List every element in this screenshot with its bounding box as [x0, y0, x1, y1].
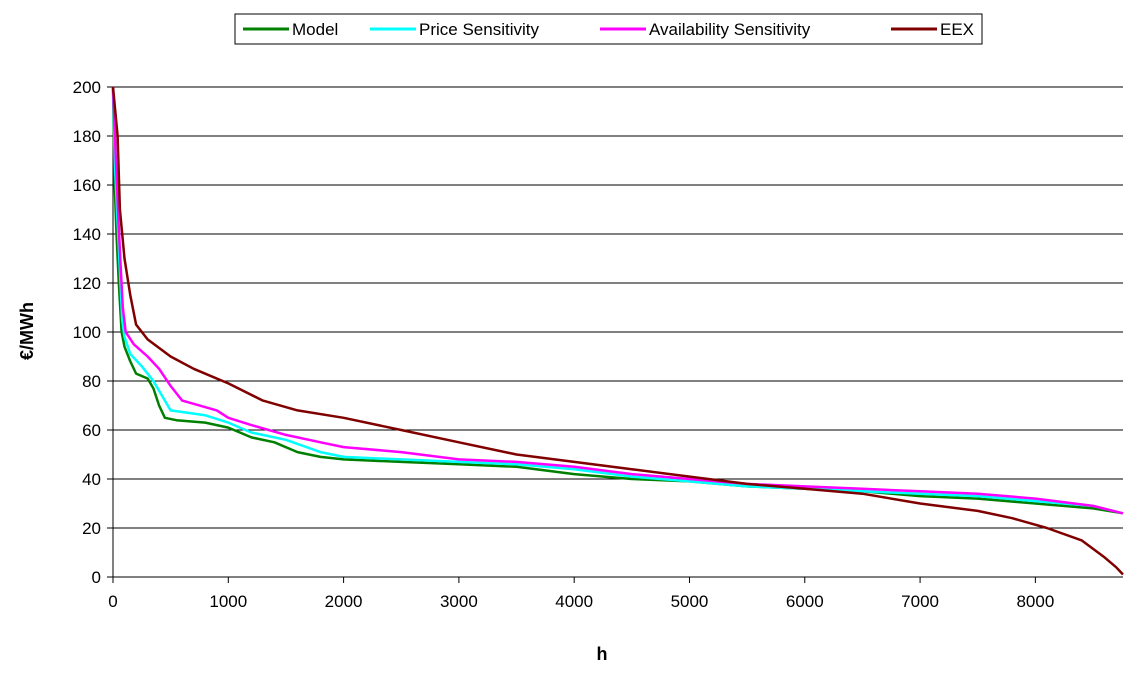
series-line-price-sensitivity [111, 86, 1124, 515]
x-tick-label: 4000 [555, 592, 593, 611]
x-tick-label: 3000 [440, 592, 478, 611]
x-tick-label: 2000 [325, 592, 363, 611]
x-tick-label: 1000 [209, 592, 247, 611]
x-axis-title: h [597, 644, 608, 664]
y-axis-title: €/MWh [17, 302, 37, 360]
y-tick-label: 100 [73, 323, 101, 342]
legend-label-availability-sensitivity: Availability Sensitivity [649, 20, 811, 39]
y-tick-label: 120 [73, 274, 101, 293]
x-tick-label: 5000 [671, 592, 709, 611]
y-tick-label: 80 [82, 372, 101, 391]
y-tick-label: 20 [82, 519, 101, 538]
y-tick-label: 140 [73, 225, 101, 244]
y-tick-label: 160 [73, 176, 101, 195]
series-line-eex [111, 86, 1124, 576]
x-tick-label: 7000 [901, 592, 939, 611]
y-tick-label: 180 [73, 127, 101, 146]
series-lines [111, 86, 1124, 576]
y-tick-label: 200 [73, 78, 101, 97]
series-line-model [111, 86, 1124, 515]
legend-label-price-sensitivity: Price Sensitivity [419, 20, 539, 39]
legend-label-eex: EEX [940, 20, 974, 39]
x-tick-label: 8000 [1016, 592, 1054, 611]
series-line-availability-sensitivity [111, 86, 1124, 515]
legend: Model Price Sensitivity Availability Sen… [234, 13, 983, 45]
y-tick-label: 40 [82, 470, 101, 489]
y-tick-label: 60 [82, 421, 101, 440]
x-tick-label: 6000 [786, 592, 824, 611]
axes [107, 86, 1123, 583]
x-tick-label: 0 [108, 592, 117, 611]
y-tick-label: 0 [92, 568, 101, 587]
gridlines [113, 86, 1123, 529]
legend-label-model: Model [292, 20, 338, 39]
